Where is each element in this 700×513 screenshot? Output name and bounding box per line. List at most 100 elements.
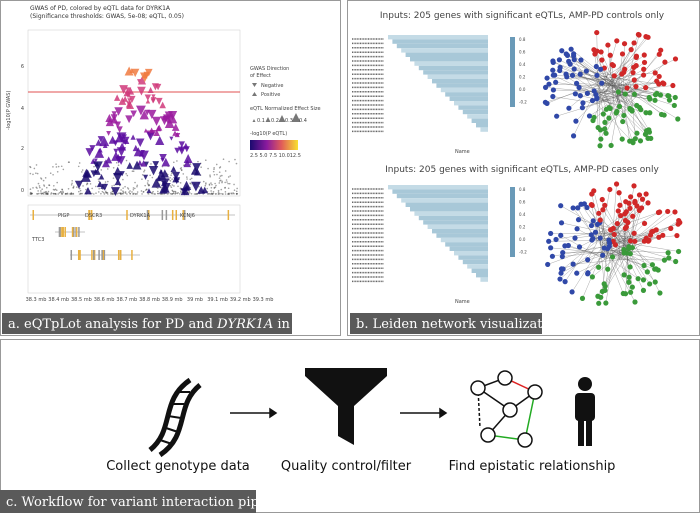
workflow: Collect genotype data Quality control/fi…: [0, 368, 615, 513]
colorbar-tick: 0.4: [519, 212, 526, 217]
background-point: [177, 192, 179, 194]
node: [584, 204, 590, 211]
node: [628, 194, 634, 200]
background-point: [75, 186, 78, 188]
background-point: [214, 182, 216, 185]
x-tick-label: 39.3 mb: [253, 297, 274, 303]
size-legend: 0.1 0.2 0.3 0.4: [252, 113, 307, 124]
exon: [119, 250, 122, 260]
node: [632, 299, 638, 305]
background-point: [116, 192, 119, 195]
background-point: [61, 188, 64, 191]
node: [580, 100, 586, 106]
background-point: [86, 182, 89, 185]
background-point: [36, 172, 39, 175]
background-point: [35, 186, 38, 189]
edge: [608, 77, 647, 131]
node: [627, 138, 633, 144]
heatmap-row: [410, 57, 488, 62]
heatmap-row: [440, 87, 488, 93]
node: [571, 57, 577, 63]
heatmap-row: [410, 207, 488, 212]
node: [660, 80, 666, 86]
background-point: [105, 190, 107, 193]
colorbar-tick: -0.2: [519, 100, 527, 105]
x-tick-label: 38.3 mb: [26, 297, 47, 303]
node: [548, 245, 554, 251]
background-point: [58, 192, 61, 194]
eqtl-point: [136, 79, 142, 84]
legend-title: eQTL Normalized Effect Size: [250, 106, 321, 112]
eqtl-point: [151, 94, 156, 99]
background-point: [131, 191, 133, 193]
node: [656, 73, 662, 80]
eqtl-point: [170, 166, 177, 172]
y-tick-label: 6: [21, 64, 24, 70]
node: [631, 64, 637, 70]
node: [605, 266, 611, 272]
node: [570, 205, 576, 211]
node: [631, 40, 637, 46]
edge: [601, 74, 622, 102]
axis-label: Name: [455, 299, 470, 305]
edge: [597, 248, 625, 297]
node: [550, 87, 556, 93]
eqtl-point: [144, 94, 152, 101]
background-point: [171, 172, 173, 174]
caption: a. eQTpLot analysis for PD and DYRK1A in…: [8, 317, 329, 332]
y-tick-label: 2: [21, 146, 24, 152]
x-tick-label: 38.9 mb: [162, 297, 183, 303]
heatmap-row: [458, 105, 488, 110]
background-point: [124, 191, 127, 193]
eqtl-point: [125, 87, 132, 94]
node: [644, 269, 650, 275]
background-point: [126, 174, 129, 177]
heatmap-row: [467, 264, 488, 269]
y-axis-label: -log10(P GWAS): [6, 91, 12, 130]
node: [653, 227, 659, 233]
background-point: [93, 165, 95, 168]
node: [618, 213, 624, 219]
node: [632, 198, 638, 204]
background-point: [133, 192, 135, 195]
node: [594, 221, 601, 228]
gene-models: PIGP DSCR3 DYRK1A KCNJ6 TTC3: [30, 210, 235, 260]
scatter-points: [29, 66, 239, 197]
node: [592, 229, 599, 235]
x-tick-label: 38.7 mb: [116, 297, 137, 303]
funnel-icon: [305, 368, 387, 445]
node: [593, 63, 599, 70]
edge: [599, 189, 610, 245]
background-point: [228, 160, 230, 163]
background-point: [141, 178, 143, 180]
colorbar-tick: 0.0: [519, 237, 526, 242]
background-point: [38, 185, 41, 187]
node: [621, 41, 628, 47]
exon: [75, 227, 78, 237]
colorbar-tick: 0.4: [519, 62, 526, 67]
node: [602, 283, 608, 289]
background-point: [57, 193, 59, 195]
node: [629, 244, 636, 251]
node: [627, 205, 633, 211]
background-point: [156, 187, 159, 189]
node: [623, 224, 629, 230]
background-point: [49, 172, 52, 175]
background-point: [219, 179, 222, 182]
background-point: [129, 192, 131, 195]
x-tick-label: 39 mb: [187, 297, 203, 303]
node: [557, 276, 563, 282]
colorbar-tick: -0.2: [519, 250, 527, 255]
eqtl-point: [124, 138, 130, 144]
node: [666, 97, 673, 103]
node: [658, 111, 665, 118]
background-point: [43, 191, 45, 194]
node: [608, 142, 614, 149]
node: [566, 105, 572, 111]
eqtl-point: [127, 98, 132, 103]
background-point: [106, 168, 109, 170]
exon: [77, 250, 80, 260]
node: [633, 54, 639, 61]
exon: [161, 210, 164, 220]
node: [606, 115, 612, 121]
